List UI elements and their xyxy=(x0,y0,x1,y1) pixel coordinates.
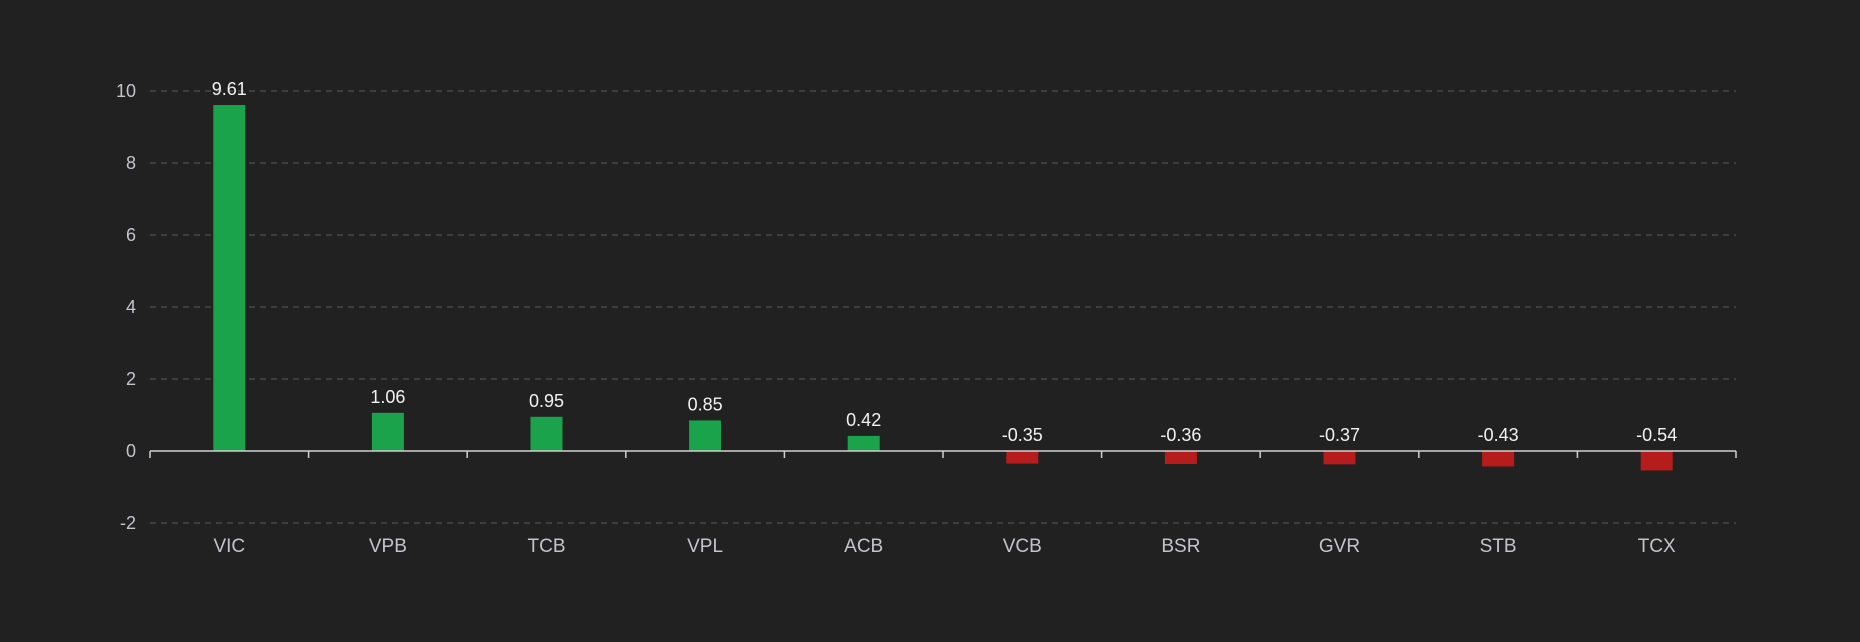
y-tick-label: 10 xyxy=(116,81,136,101)
x-tick-label: VCB xyxy=(1003,536,1042,557)
data-label: 1.06 xyxy=(370,387,405,407)
y-tick-label: 4 xyxy=(126,297,136,317)
data-label: 9.61 xyxy=(212,79,247,99)
bar xyxy=(213,105,246,451)
x-tick-label: ACB xyxy=(844,536,883,557)
data-label: -0.54 xyxy=(1636,425,1677,445)
bars xyxy=(213,105,1673,471)
x-tick-label: VIC xyxy=(213,536,245,557)
data-label: -0.35 xyxy=(1002,425,1043,445)
data-label: -0.43 xyxy=(1478,425,1519,445)
data-label: 0.42 xyxy=(846,410,881,430)
x-tick-label: GVR xyxy=(1319,536,1360,557)
bar xyxy=(1006,451,1039,464)
bar xyxy=(689,420,722,451)
y-tick-label: -2 xyxy=(120,513,136,533)
x-tick-label: STB xyxy=(1480,536,1517,557)
bar xyxy=(847,435,880,451)
x-tick-label: TCB xyxy=(528,536,566,557)
y-tick-label: 2 xyxy=(126,369,136,389)
data-label: 0.95 xyxy=(529,391,564,411)
x-tick-label: TCX xyxy=(1638,536,1676,557)
bar xyxy=(371,412,404,451)
bar xyxy=(1164,451,1197,464)
data-label: -0.37 xyxy=(1319,425,1360,445)
bar xyxy=(530,416,563,451)
x-tick-label: VPB xyxy=(369,536,407,557)
y-tick-label: 0 xyxy=(126,441,136,461)
y-tick-label: 6 xyxy=(126,225,136,245)
x-axis xyxy=(149,450,1737,458)
data-label: 0.85 xyxy=(688,394,723,414)
bar xyxy=(1482,451,1515,467)
bar xyxy=(1640,451,1673,471)
y-axis: -2 0 2 4 6 8 10 xyxy=(116,81,136,533)
grid-layer xyxy=(150,90,1736,524)
y-tick-label: 8 xyxy=(126,153,136,173)
x-tick-labels: VIC VPB TCB VPL ACB VCB BSR GVR STB TCX xyxy=(213,536,1676,557)
x-tick-label: BSR xyxy=(1161,536,1200,557)
bar xyxy=(1323,451,1356,465)
data-label: -0.36 xyxy=(1160,425,1201,445)
x-tick-label: VPL xyxy=(687,536,723,557)
data-labels: 9.61 1.06 0.95 0.85 0.42 -0.35 -0.36 -0.37 -0.43… xyxy=(212,79,1677,445)
